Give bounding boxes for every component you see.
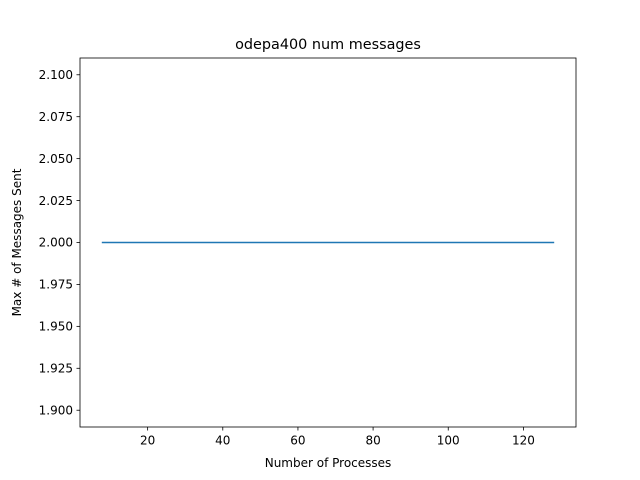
y-tick-label: 2.075 (39, 110, 73, 124)
y-tick-label: 2.100 (39, 68, 73, 82)
x-tick-label: 20 (140, 434, 155, 448)
x-tick-label: 100 (437, 434, 460, 448)
y-axis-ticks: 1.900 1.925 1.950 1.975 2.000 2.025 2.050 2.075… (39, 68, 80, 417)
x-tick-label: 40 (215, 434, 230, 448)
y-tick-label: 1.925 (39, 361, 73, 375)
x-axis-label: Number of Processes (265, 456, 392, 470)
y-tick-label: 1.950 (39, 320, 73, 334)
chart-title: odepa400 num messages (235, 37, 421, 53)
y-axis-label: Max # of Messages Sent (10, 168, 24, 316)
x-tick-label: 80 (365, 434, 380, 448)
y-tick-label: 2.025 (39, 194, 73, 208)
y-tick-label: 2.050 (39, 152, 73, 166)
y-tick-label: 1.900 (39, 403, 73, 417)
x-tick-label: 60 (290, 434, 305, 448)
x-axis-ticks: 20 40 60 80 100 120 (140, 427, 535, 448)
y-tick-label: 2.000 (39, 236, 73, 250)
x-tick-label: 120 (512, 434, 535, 448)
y-tick-label: 1.975 (39, 278, 73, 292)
